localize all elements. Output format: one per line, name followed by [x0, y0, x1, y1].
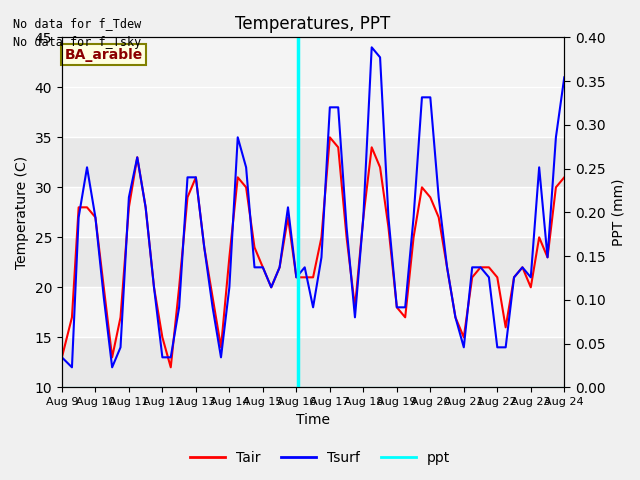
- X-axis label: Time: Time: [296, 413, 330, 427]
- Bar: [62, 187, 564, 237]
- Text: No data for f_Tdew: No data for f_Tdew: [13, 17, 141, 30]
- Text: No data for f_Tsky: No data for f_Tsky: [13, 36, 141, 49]
- Legend: Tair, Tsurf, ppt: Tair, Tsurf, ppt: [184, 445, 456, 471]
- Y-axis label: Temperature (C): Temperature (C): [15, 156, 29, 269]
- Bar: [62, 288, 564, 337]
- Bar: [62, 37, 564, 137]
- Title: Temperatures, PPT: Temperatures, PPT: [236, 15, 390, 33]
- Text: BA_arable: BA_arable: [65, 48, 143, 62]
- Y-axis label: PPT (mm): PPT (mm): [611, 179, 625, 246]
